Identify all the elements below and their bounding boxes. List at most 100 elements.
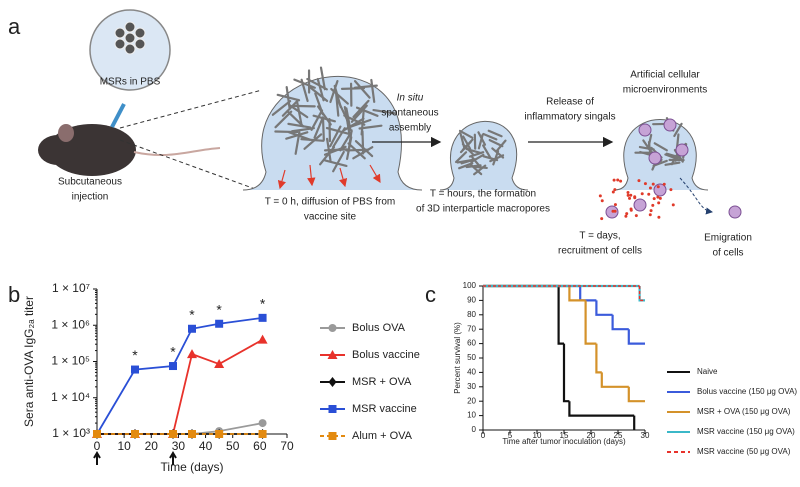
signal-dot bbox=[640, 192, 644, 196]
legend-label: MSR vaccine (150 μg OVA) bbox=[697, 427, 795, 436]
y-tick-label: 100 bbox=[463, 281, 477, 290]
y-axis-label: Percent survival (%) bbox=[453, 322, 462, 394]
syringe bbox=[110, 103, 126, 128]
mouse-tail bbox=[133, 147, 221, 157]
rod bbox=[300, 138, 325, 142]
legend-marker bbox=[328, 377, 337, 387]
mouse-ear bbox=[58, 124, 74, 142]
dose-arrow bbox=[93, 451, 101, 465]
legend-label: MSR + OVA (150 μg OVA) bbox=[697, 407, 791, 416]
signal-dot bbox=[613, 188, 617, 192]
marker bbox=[169, 430, 177, 438]
survival-step bbox=[562, 343, 570, 403]
rod bbox=[370, 78, 376, 103]
dose-arrow bbox=[169, 451, 177, 465]
rod bbox=[343, 105, 351, 130]
rod bbox=[482, 144, 492, 159]
signal-dot bbox=[611, 209, 615, 213]
survival-step bbox=[595, 300, 613, 316]
y-tick-label: 1 × 10³ bbox=[52, 426, 90, 440]
x-tick-label: 30 bbox=[172, 439, 186, 453]
rod bbox=[296, 101, 303, 126]
signal-dot bbox=[648, 213, 652, 217]
rod bbox=[330, 87, 349, 105]
rod bbox=[458, 129, 474, 139]
rod bbox=[642, 139, 653, 154]
signal-dot bbox=[634, 214, 638, 218]
rod bbox=[303, 133, 323, 150]
blob-3 bbox=[613, 119, 709, 191]
rod bbox=[664, 153, 680, 161]
y-tick-label: 60 bbox=[467, 339, 476, 348]
annotation: * bbox=[216, 301, 222, 317]
rod bbox=[332, 150, 345, 173]
panel-a-labels: Subcutaneous injection T = 0 h, diffusion … bbox=[58, 70, 752, 259]
rod bbox=[274, 130, 299, 134]
signal-dot bbox=[613, 203, 617, 207]
signal-dot bbox=[662, 182, 666, 186]
caption-line: recruitment of cells bbox=[558, 246, 642, 257]
x-tick-label: 0 bbox=[481, 431, 486, 440]
survival-step bbox=[584, 300, 597, 345]
x-tick-label: 0 bbox=[94, 439, 101, 453]
survival-step bbox=[568, 286, 586, 302]
signal-dot bbox=[652, 197, 656, 201]
y-tick-label: 70 bbox=[467, 324, 476, 333]
signal-dot bbox=[616, 178, 620, 182]
signal-dot bbox=[651, 203, 655, 207]
survival-step bbox=[595, 343, 602, 374]
rod bbox=[456, 158, 473, 164]
rods bbox=[271, 66, 688, 176]
marker bbox=[131, 365, 139, 374]
signal-dot bbox=[657, 215, 661, 219]
signal-dot bbox=[649, 209, 653, 213]
rod bbox=[325, 126, 350, 135]
rod bbox=[468, 151, 485, 158]
survival-step bbox=[568, 401, 635, 417]
rod bbox=[293, 78, 316, 89]
annotation: * bbox=[260, 296, 266, 312]
rod bbox=[285, 131, 309, 140]
signal-dot bbox=[637, 179, 641, 183]
y-tick-label: 80 bbox=[467, 310, 476, 319]
rod bbox=[332, 127, 346, 149]
rod bbox=[340, 87, 366, 90]
marker bbox=[187, 349, 197, 359]
rod bbox=[358, 124, 383, 130]
y-tick-label: 40 bbox=[467, 368, 476, 377]
rod bbox=[487, 129, 503, 138]
caption-line: of cells bbox=[712, 248, 743, 259]
marker bbox=[131, 430, 139, 438]
caption-line: Release of bbox=[546, 97, 594, 108]
rod bbox=[477, 133, 484, 150]
legend-marker bbox=[327, 350, 338, 359]
signal-dot bbox=[611, 190, 615, 194]
zoom-line bbox=[119, 89, 263, 129]
legend-label: MSR + OVA bbox=[352, 376, 412, 388]
x-tick-label: 20 bbox=[587, 431, 596, 440]
emigration-arrow bbox=[679, 177, 713, 215]
signal-dot bbox=[619, 179, 623, 183]
survival-step bbox=[627, 329, 645, 345]
rod bbox=[316, 77, 325, 102]
annotation: * bbox=[170, 344, 176, 360]
legend-marker bbox=[328, 432, 337, 440]
y-tick-label: 1 × 10⁷ bbox=[52, 281, 90, 295]
caption-line: In situ bbox=[397, 93, 424, 104]
cell bbox=[633, 198, 647, 212]
y-tick-label: 90 bbox=[467, 296, 476, 305]
rod bbox=[465, 164, 482, 169]
y-axis-label: Sera anti-OVA IgG₂ₐ titer bbox=[22, 296, 36, 427]
zoom-line bbox=[119, 139, 259, 191]
rod bbox=[458, 162, 474, 170]
marker bbox=[258, 430, 267, 438]
signal-dot bbox=[600, 217, 604, 221]
cell bbox=[675, 143, 689, 157]
y-tick-label: 20 bbox=[467, 396, 476, 405]
signal-dot bbox=[613, 209, 617, 213]
marker bbox=[215, 430, 224, 438]
rod bbox=[345, 148, 370, 152]
legend-label: Alum + OVA bbox=[352, 430, 413, 442]
rod bbox=[473, 164, 487, 176]
